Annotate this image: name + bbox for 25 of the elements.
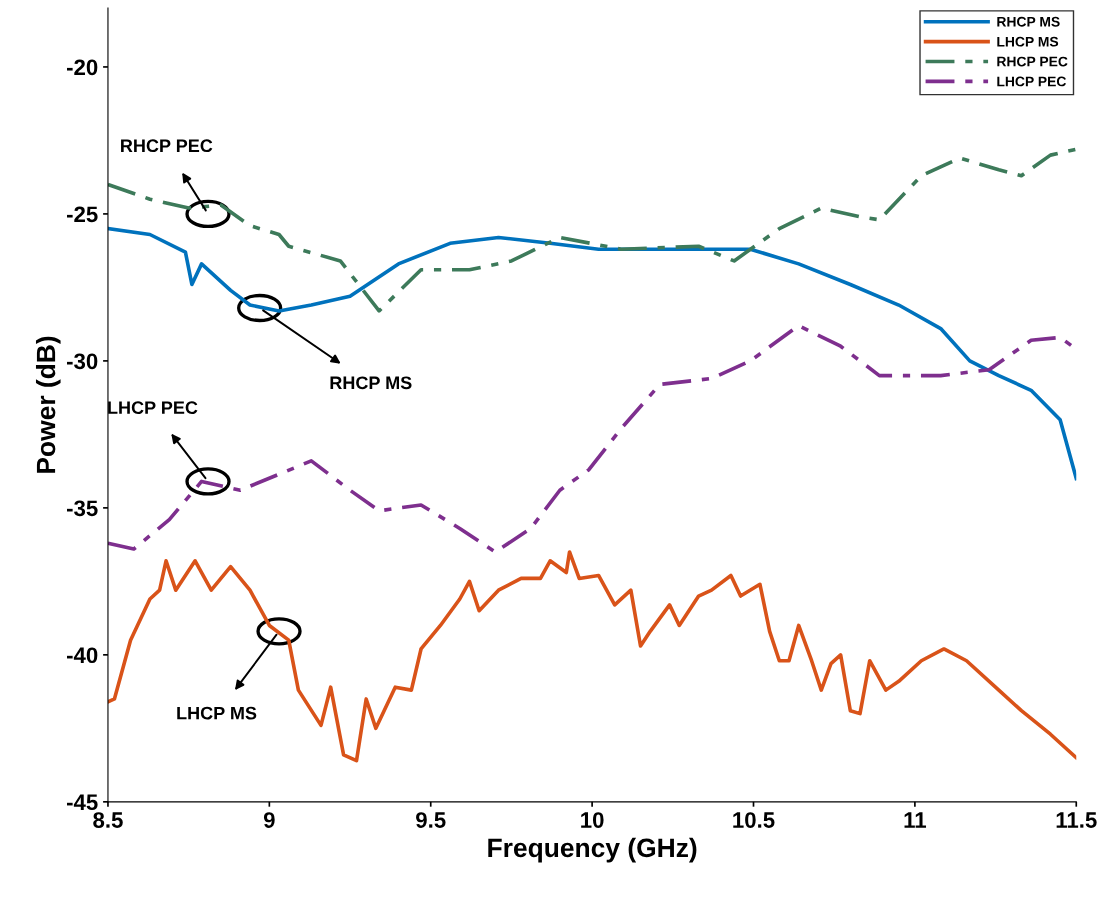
x-axis-title: Frequency (GHz) xyxy=(488,837,697,863)
legend-label: LHCP MS xyxy=(997,36,1059,47)
x-tick-label: 10.5 xyxy=(733,812,775,828)
annotation: RHCP PEC xyxy=(121,139,213,153)
x-tick-label: 9.5 xyxy=(416,812,446,828)
x-tick-label: 11 xyxy=(904,812,927,828)
x-tick-label: 8.5 xyxy=(93,812,123,828)
annotation: RHCP MS xyxy=(330,376,412,390)
line-series xyxy=(107,226,1077,481)
y-tick-label: -30 xyxy=(66,353,98,370)
y-tick-label: -40 xyxy=(66,647,98,664)
y-tick-label: -25 xyxy=(66,206,98,223)
line-series xyxy=(107,550,1077,763)
x-tick-label: 9 xyxy=(263,812,275,828)
y-tick-label: -45 xyxy=(66,794,98,811)
x-tick-label: 10 xyxy=(581,812,604,828)
annotation: LHCP MS xyxy=(177,706,257,720)
legend-label: LHCP PEC xyxy=(997,76,1067,87)
y-axis-title: Power (dB) xyxy=(35,336,61,473)
legend-label: RHCP PEC xyxy=(997,56,1068,67)
y-tick-label: -35 xyxy=(66,500,98,517)
legend-label: RHCP MS xyxy=(997,16,1060,27)
annotation: LHCP PEC xyxy=(108,401,198,415)
x-tick-label: 11.5 xyxy=(1056,812,1097,828)
y-tick-label: -20 xyxy=(66,59,98,76)
